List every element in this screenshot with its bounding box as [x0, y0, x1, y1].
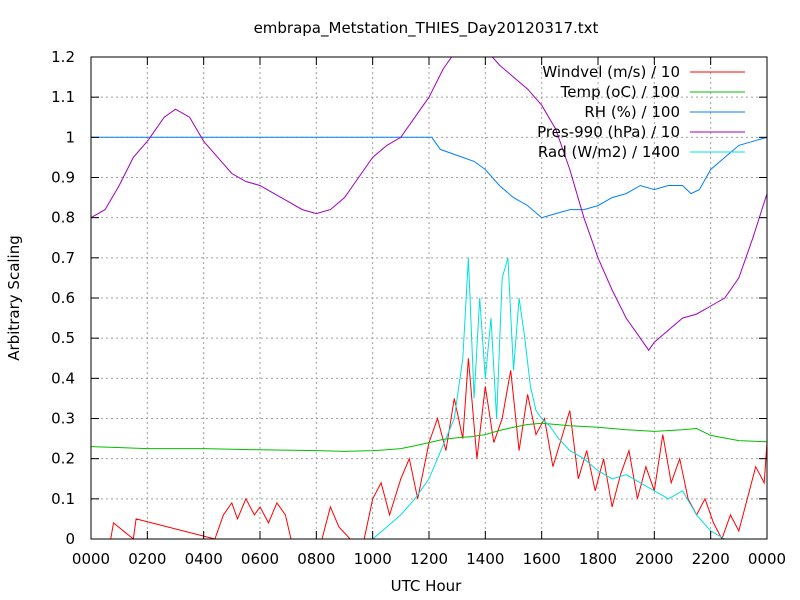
series-line-1	[91, 422, 767, 452]
x-tick-label: 1600	[523, 550, 561, 568]
x-tick-label: 0000	[72, 550, 110, 568]
y-tick-label: 1.1	[51, 88, 75, 106]
y-tick-label: 0.1	[51, 490, 75, 508]
x-axis-label: UTC Hour	[391, 577, 462, 595]
y-tick-label: 0.3	[51, 410, 75, 428]
x-tick-label: 1800	[579, 550, 617, 568]
y-axis-label: Arbitrary Scaling	[5, 235, 23, 361]
legend-label: Temp (oC) / 100	[560, 83, 680, 101]
x-tick-label: 2000	[635, 550, 673, 568]
y-tick-label: 0.2	[51, 450, 75, 468]
y-tick-label: 0.7	[51, 249, 75, 267]
y-tick-label: 0.6	[51, 289, 75, 307]
x-tick-label: 0000	[748, 550, 786, 568]
x-tick-label: 0200	[128, 550, 166, 568]
legend: Windvel (m/s) / 10 Temp (oC) / 100 RH (%) …	[537, 63, 745, 161]
y-tick-label: 0.8	[51, 209, 75, 227]
y-tick-label: 0.5	[51, 329, 75, 347]
series-line-4	[91, 257, 767, 539]
y-tick-label: 0.9	[51, 169, 75, 187]
legend-label: Pres-990 (hPa) / 10	[537, 123, 680, 141]
y-axis: 0 0.1 0.2 0.3 0.4 0.5 0.6 0.7 0.8 0.9 1 1.1 1.2	[51, 48, 767, 548]
x-tick-label: 1000	[354, 550, 392, 568]
legend-label: Windvel (m/s) / 10	[542, 63, 680, 81]
series-line-2	[91, 136, 767, 219]
x-tick-label: 0600	[241, 550, 279, 568]
series-lines	[91, 57, 767, 539]
chart-title: embrapa_Metstation_THIES_Day20120317.txt	[254, 19, 599, 38]
x-axis: 0000 0200 0400 0600 0800 1000 1200 1400 1600 1800…	[72, 57, 786, 568]
x-tick-label: 2200	[692, 550, 730, 568]
series-line-3	[91, 57, 767, 352]
series-line-0	[91, 358, 767, 539]
x-tick-label: 0400	[185, 550, 223, 568]
x-tick-label: 1200	[410, 550, 448, 568]
y-tick-label: 1	[65, 128, 75, 146]
legend-label: Rad (W/m2) / 1400	[538, 143, 680, 161]
y-tick-label: 1.2	[51, 48, 75, 66]
y-tick-label: 0.4	[51, 369, 75, 387]
legend-label: RH (%) / 100	[584, 103, 680, 121]
y-tick-label: 0	[65, 530, 75, 548]
x-tick-label: 1400	[466, 550, 504, 568]
x-tick-label: 0800	[297, 550, 335, 568]
